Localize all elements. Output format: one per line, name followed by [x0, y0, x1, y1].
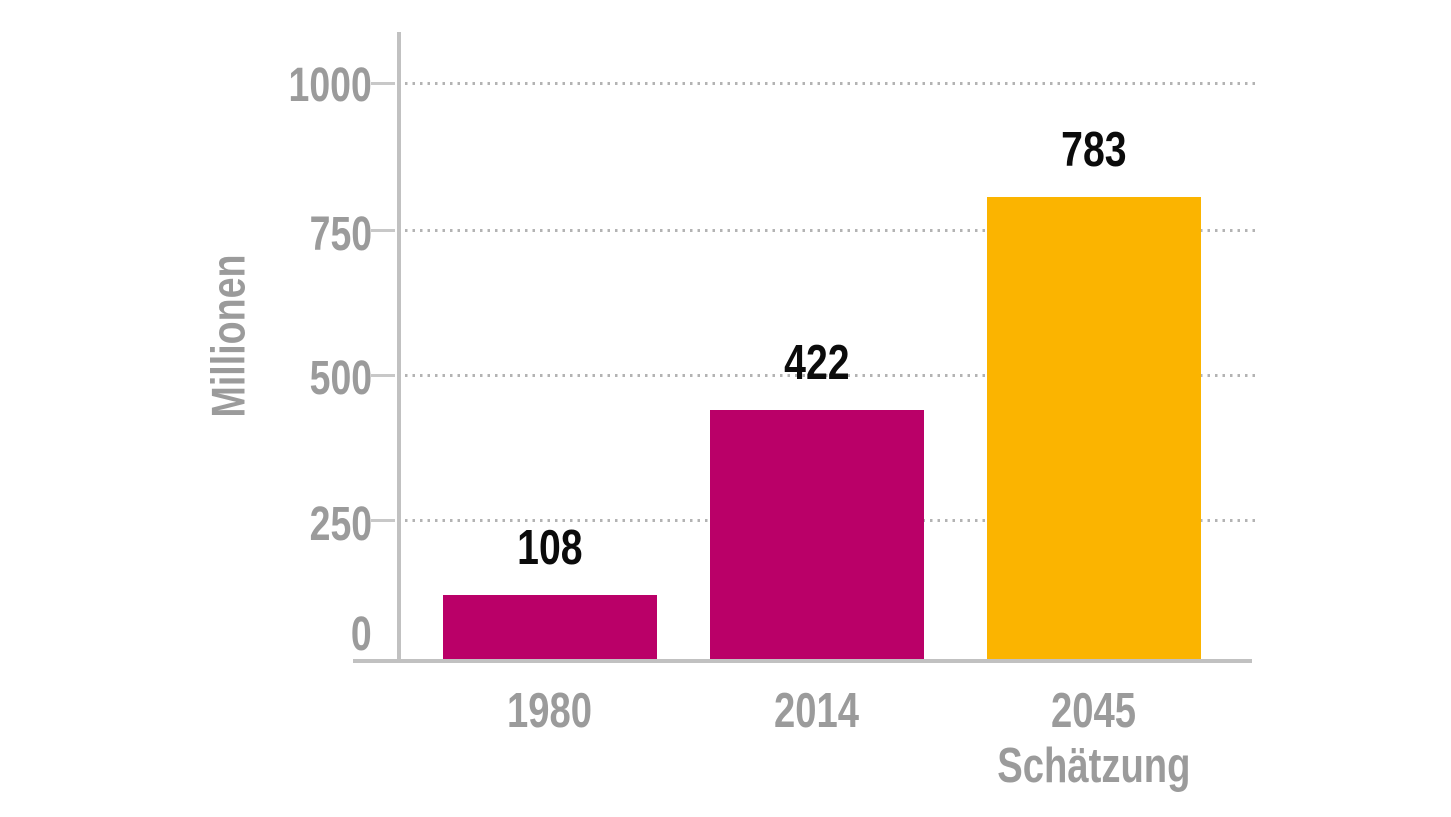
x-label-2014: 2014 [774, 684, 860, 738]
y-axis-line [397, 32, 401, 662]
value-label-2045: 783 [1061, 123, 1127, 178]
x-axis-line [353, 659, 1252, 663]
y-tick-mark-250 [371, 519, 395, 522]
bar-2014 [710, 410, 924, 659]
y-tick-label-500: 500 [309, 352, 372, 405]
gridline-500 [405, 374, 1255, 377]
y-tick-label-750: 750 [309, 208, 372, 261]
y-tick-mark-500 [371, 374, 395, 377]
y-tick-label-0: 0 [351, 608, 372, 661]
bar-1980 [443, 595, 657, 659]
gridline-750 [405, 229, 1255, 232]
y-tick-label-1000: 1000 [288, 59, 372, 112]
y-tick-label-250: 250 [309, 498, 372, 551]
x-label-2045-estimate: 2045 Schätzung [997, 684, 1191, 793]
value-label-1980: 108 [517, 521, 583, 576]
value-label-2014: 422 [784, 336, 850, 391]
y-axis-title: Millionen [201, 254, 255, 418]
gridline-1000 [405, 82, 1255, 85]
bar-2045-estimate [987, 197, 1201, 659]
x-label-1980: 1980 [507, 684, 593, 738]
y-tick-mark-750 [371, 229, 395, 232]
y-tick-mark-1000 [371, 82, 395, 85]
